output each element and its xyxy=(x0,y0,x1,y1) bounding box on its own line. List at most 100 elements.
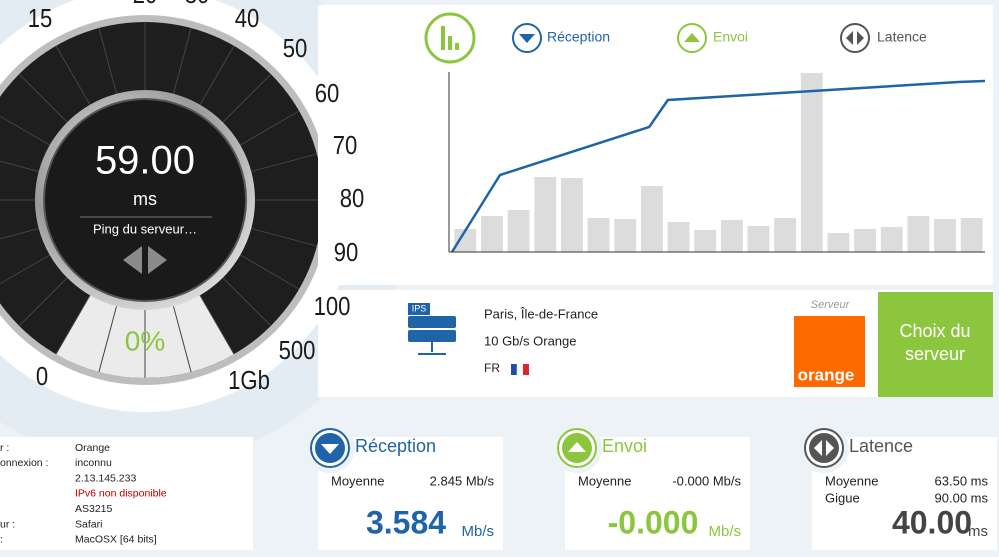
dial-line xyxy=(199,45,235,105)
bar xyxy=(481,216,503,252)
server-button[interactable] xyxy=(878,292,993,397)
bar xyxy=(694,230,717,252)
bar xyxy=(640,186,663,252)
ips-tag xyxy=(408,303,430,315)
conn-value: MacOSX [64 bits] xyxy=(75,534,157,546)
dial-line xyxy=(55,295,91,355)
legend-arrow xyxy=(519,34,535,43)
conn-value: 2.13.145.233 xyxy=(75,472,136,484)
legend-icon xyxy=(840,23,870,53)
bar xyxy=(507,210,530,252)
card-unit: Mb/s xyxy=(708,523,741,540)
bar xyxy=(454,229,477,252)
conn-value: IPv6 non disponible xyxy=(75,488,167,500)
conn-value: AS3215 xyxy=(75,503,113,515)
dial-line xyxy=(172,27,192,94)
dial-line xyxy=(55,45,91,105)
arrows-icon xyxy=(123,246,167,274)
server-location: Paris, Île-de-France xyxy=(484,306,598,321)
dial-line xyxy=(0,160,39,173)
bar xyxy=(934,219,956,252)
gauge-label: 70 xyxy=(333,131,358,160)
bar xyxy=(827,233,850,252)
gauge-label: 0 xyxy=(36,362,48,391)
orange-logo xyxy=(794,316,865,387)
gauge-label: 90 xyxy=(334,238,359,267)
card-row-label: Moyenne xyxy=(578,473,631,488)
card-row-value: 63.50 ms xyxy=(935,473,989,488)
dial-line xyxy=(240,254,300,290)
card-row-label: Gigue xyxy=(825,490,860,505)
dial-line xyxy=(251,227,318,247)
bar xyxy=(587,218,610,252)
flag xyxy=(511,364,517,375)
percent: 0% xyxy=(125,325,165,356)
conn-value: Safari xyxy=(75,518,102,530)
card-unit: Mb/s xyxy=(461,523,494,540)
legend-label: Réception xyxy=(547,29,610,45)
server-icon xyxy=(408,316,456,328)
dial-line xyxy=(222,73,272,123)
flag xyxy=(516,363,524,376)
conn-label: onnexion : xyxy=(0,457,48,469)
legend-label: Latence xyxy=(877,29,927,45)
gauge-label: 80 xyxy=(340,184,365,213)
bar xyxy=(960,218,983,252)
server-bandwidth: 10 Gb/s Orange xyxy=(484,333,577,348)
card-icon-arrow xyxy=(814,440,834,456)
dial-line xyxy=(251,153,318,173)
card-row-value: 90.00 ms xyxy=(935,490,989,505)
card-icon-arrow xyxy=(568,442,586,452)
legend-label: Envoi xyxy=(713,29,748,45)
gauge-label: 50 xyxy=(283,34,308,63)
bar xyxy=(747,226,770,252)
dial-line xyxy=(0,254,50,285)
dial-line xyxy=(18,73,68,123)
card-icon xyxy=(809,433,839,463)
chart-icon-bars xyxy=(441,26,459,50)
bar xyxy=(720,220,743,252)
card-row-label: Moyenne xyxy=(331,473,384,488)
gauge-label: 1Gb xyxy=(228,366,270,395)
gauge-label: 20 xyxy=(133,0,158,9)
legend-arrow xyxy=(846,31,864,45)
conn-label: ur : xyxy=(0,518,15,530)
line xyxy=(450,79,986,253)
ping-unit: ms xyxy=(133,189,157,209)
card-unit: ms xyxy=(968,523,988,540)
button-text[interactable]: serveur xyxy=(905,344,965,364)
card-row-value: 2.845 Mb/s xyxy=(430,473,495,488)
connection-rows: r : Orange onnexion : inconnu 2.13.145.233 IP… xyxy=(0,442,167,546)
card-title: Réception xyxy=(355,436,436,456)
card-title: Envoi xyxy=(602,436,647,456)
bar xyxy=(880,227,903,252)
gauge-center xyxy=(43,98,247,302)
dial-line xyxy=(0,227,39,240)
conn-label: : xyxy=(0,534,3,546)
bar xyxy=(667,222,690,252)
status: Ping du serveur… xyxy=(93,221,197,236)
dial-lines xyxy=(0,22,323,378)
cards: Réception Moyenne 2.845 Mb/s 3.584 Mb/s Envoi… xyxy=(305,423,997,550)
card-big: 40.00 xyxy=(892,504,972,540)
dial-line xyxy=(0,115,50,146)
flag xyxy=(523,364,529,375)
card-big: 3.584 xyxy=(366,504,446,540)
dial-line xyxy=(199,295,235,355)
dial-line xyxy=(98,306,118,373)
bar xyxy=(614,219,637,252)
server-country: FR xyxy=(484,361,500,375)
bar xyxy=(774,218,797,252)
button-text[interactable]: Choix du xyxy=(899,321,970,341)
conn-value: Orange xyxy=(75,442,110,454)
dial-line xyxy=(222,277,272,327)
gauge-label: 60 xyxy=(315,79,340,108)
dial-line xyxy=(172,306,192,373)
conn-label: r : xyxy=(0,442,9,454)
card-title: Latence xyxy=(849,436,913,456)
gauge-label: 15 xyxy=(28,4,53,33)
gauge-label: 500 xyxy=(279,336,316,365)
plot xyxy=(450,73,986,253)
